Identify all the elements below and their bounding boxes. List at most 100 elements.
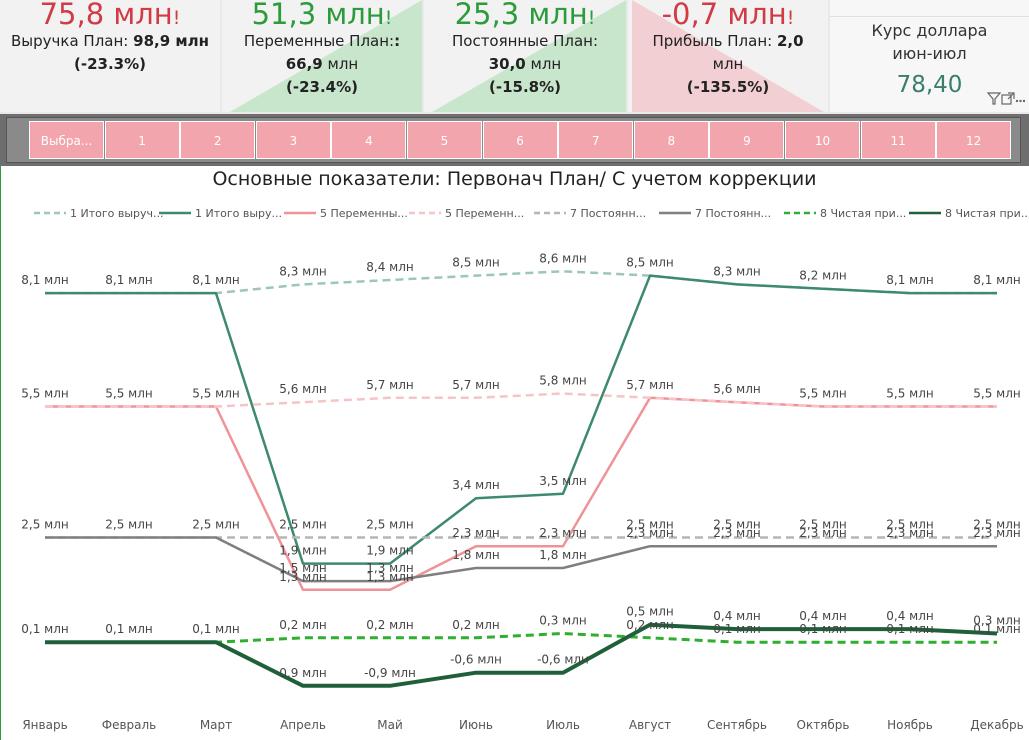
data-label: 0,1 млн [105,622,152,636]
x-tick-label: Декабрь [970,718,1023,732]
slicer-month-button[interactable]: 8 [633,121,709,159]
data-label: -0,9 млн [364,666,416,680]
x-tick-label: Апрель [280,718,326,732]
legend-label: 8 Чистая при... [820,207,906,220]
legend-label: 7 Постоянн... [570,207,646,220]
kpi-plan: Прибыль План: 2,0 млн (-135.5%) [652,32,804,96]
data-label: 1,9 млн [366,544,413,558]
series-line [45,622,998,688]
series-line [45,536,997,583]
kpi-card-variable[interactable]: 51,3 млн! Переменные План:: 66,9 млн (-2… [222,0,422,112]
expand-icon[interactable] [1001,92,1015,109]
legend-entry[interactable]: 7 Постоянн... [534,207,646,220]
data-label: 1,3 млн [366,561,413,575]
data-label: 0,9 млн [279,666,326,680]
data-label: 0,4 млн [886,609,933,623]
slicer-month-button[interactable]: 10 [785,121,860,159]
kpi-card-profit[interactable]: -0,7 млн! Прибыль План: 2,0 млн (-135.5%… [628,0,828,112]
legend-label: 1 Итого выру... [195,207,282,220]
data-label: 0,4 млн [799,609,846,623]
month-slicer: Выбра... 1 2 3 4 5 6 7 8 9 10 11 12 [0,114,1029,166]
kpi-value: -0,7 млн! [661,0,795,31]
data-label: 0,1 млн [799,622,846,636]
series-line [45,396,997,592]
line-chart: 1 Итого выруч... 1 Итого выру... 5 Перемен… [21,207,1029,732]
trend-down-triangle [632,0,824,112]
data-label: 1,5 млн [279,561,326,575]
more-icon[interactable] [1015,92,1026,109]
slicer-month-button[interactable]: 12 [936,121,1012,159]
data-label: 5,6 млн [279,382,326,396]
usd-rate-card[interactable]: Курс доллара июн-июл 78,40 [830,0,1029,112]
data-label: 5,5 млн [799,387,846,401]
legend-entry[interactable]: 5 Переменны... [284,207,408,220]
data-label: 2,5 млн [192,517,239,531]
data-label: 8,1 млн [192,273,239,287]
data-label: 3,5 млн [539,474,586,488]
slicer-month-button[interactable]: 7 [558,121,634,159]
data-label: 8,1 млн [21,273,68,287]
x-tick-label: Март [200,718,232,732]
legend-label: 1 Итого выруч... [70,207,164,220]
data-label: 2,3 млн [799,526,846,540]
data-label: 5,6 млн [713,382,760,396]
legend-entry[interactable]: 7 Постоянн... [659,207,771,220]
data-label: 2,5 млн [973,517,1020,531]
data-label: 8,1 млн [105,273,152,287]
legend-label: 7 Постоянн... [695,207,771,220]
legend-entry[interactable]: 1 Итого выруч... [34,207,164,220]
legend-entry[interactable]: 5 Переменн... [409,207,524,220]
x-tick-label: Февраль [102,718,157,732]
filter-icon[interactable] [986,92,1002,109]
data-label: 1,9 млн [279,544,326,558]
x-tick-label: Июль [546,718,580,732]
data-label: 0,5 млн [626,605,673,619]
x-tick-label: Сентябрь [707,718,767,732]
data-label: 5,5 млн [886,387,933,401]
slicer-month-button[interactable]: 2 [180,121,256,159]
slicer-month-button[interactable]: 4 [331,121,407,159]
data-label: 2,3 млн [539,526,586,540]
slicer-month-button[interactable]: 3 [255,121,331,159]
legend-entry[interactable]: 1 Итого выру... [159,207,282,220]
x-tick-label: Октябрь [797,718,850,732]
data-label: 2,5 млн [626,517,673,531]
slicer-month-button[interactable]: 9 [709,121,785,159]
x-tick-label: Май [377,718,403,732]
legend-entry[interactable]: 8 Чистая при... [784,207,906,220]
data-label: 1,3 млн [279,570,326,584]
slicer-month-button[interactable]: 5 [407,121,482,159]
slicer-select-all-button[interactable]: Выбра... [29,121,104,159]
data-label: 8,6 млн [539,251,586,265]
data-label: 8,5 млн [452,256,499,270]
data-label: 0,1 млн [973,622,1020,636]
legend-label: 5 Переменны... [320,207,408,220]
data-label: 0,3 млн [539,613,586,627]
kpi-plan: Переменные План:: 66,9 млн (-23.4%) [243,32,401,96]
data-label: 1,8 млн [452,548,499,562]
trend-up-triangle [432,0,626,112]
data-label: 5,5 млн [21,387,68,401]
data-label: 1,3 млн [366,570,413,584]
kpi-card-fixed[interactable]: 25,3 млн! Постоянные План: 30,0 млн (-15… [424,0,626,112]
legend-label: 8 Чистая при... [945,207,1029,220]
kpi-value: 25,3 млн! [454,0,596,31]
data-label: 2,5 млн [799,517,846,531]
data-label: 8,5 млн [626,256,673,270]
trend-up-triangle [230,0,422,112]
series-line [45,274,997,565]
usd-rate-title: Курс доллара июн-июл [871,21,988,63]
visual-border [0,166,1,740]
kpi-value: 75,8 млн! [39,0,181,31]
slicer-month-button[interactable]: 1 [104,121,180,159]
data-label: 0,1 млн [886,622,933,636]
slicer-month-button[interactable]: 6 [482,121,558,159]
data-label: 0,2 млн [366,618,413,632]
slicer-month-button[interactable]: 11 [860,121,936,159]
legend-entry[interactable]: 8 Чистая при... [909,207,1029,220]
kpi-card-revenue[interactable]: 75,8 млн! Выручка План: 98,9 млн (-23.3%… [0,0,220,112]
data-label: 8,2 млн [799,269,846,283]
data-label: 2,3 млн [973,526,1020,540]
data-label: 5,5 млн [105,387,152,401]
legend-label: 5 Переменн... [445,207,524,220]
